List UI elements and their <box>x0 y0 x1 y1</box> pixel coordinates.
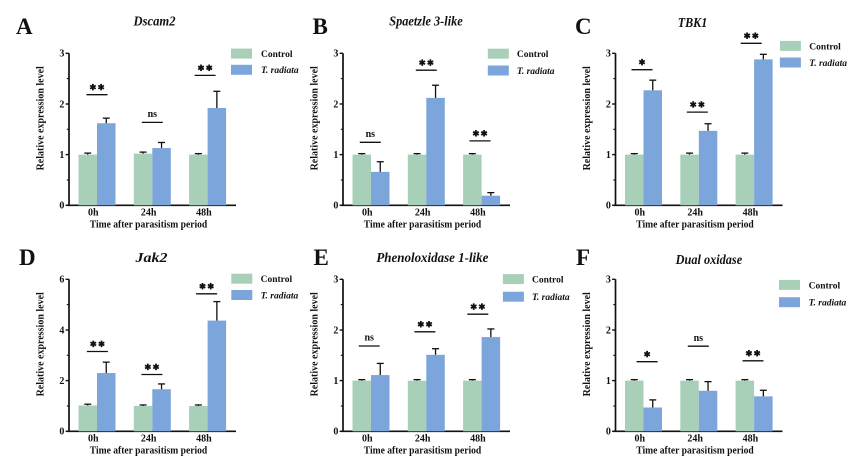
svg-text:1: 1 <box>59 150 64 161</box>
svg-text:2: 2 <box>333 99 338 110</box>
svg-text:24h: 24h <box>415 433 431 444</box>
svg-text:2: 2 <box>606 325 611 336</box>
svg-text:Dscam2: Dscam2 <box>133 15 176 30</box>
svg-text:Control: Control <box>809 281 841 291</box>
svg-text:Control: Control <box>261 275 293 285</box>
svg-text:D: D <box>19 245 36 270</box>
svg-text:0: 0 <box>606 201 611 212</box>
svg-text:0: 0 <box>59 427 64 438</box>
svg-text:0h: 0h <box>88 433 99 444</box>
svg-text:Relative expression level: Relative expression level <box>582 292 593 396</box>
svg-text:48h: 48h <box>470 207 486 218</box>
svg-text:B: B <box>313 14 328 39</box>
svg-text:1: 1 <box>333 376 338 387</box>
svg-text:0: 0 <box>606 427 611 438</box>
svg-text:24h: 24h <box>415 207 431 218</box>
svg-text:Relative expression level: Relative expression level <box>36 292 47 396</box>
svg-text:3: 3 <box>333 275 338 286</box>
svg-text:Phenoloxidase 1-like: Phenoloxidase 1-like <box>376 251 488 266</box>
svg-text:T. radiata: T. radiata <box>261 66 299 76</box>
svg-text:2: 2 <box>333 325 338 336</box>
svg-text:48h: 48h <box>196 433 212 444</box>
svg-text:ns: ns <box>694 333 704 344</box>
svg-text:T. radiata: T. radiata <box>532 293 570 303</box>
svg-text:Control: Control <box>809 42 841 52</box>
svg-text:Relative expression level: Relative expression level <box>36 66 47 170</box>
svg-text:48h: 48h <box>743 433 759 444</box>
svg-text:F: F <box>576 245 590 270</box>
svg-text:T. radiata: T. radiata <box>261 291 299 301</box>
svg-text:24h: 24h <box>687 207 703 218</box>
svg-text:0h: 0h <box>362 207 373 218</box>
svg-text:24h: 24h <box>141 433 157 444</box>
svg-text:Time after parasitism period: Time after parasitism period <box>364 446 482 457</box>
svg-text:Control: Control <box>517 50 549 60</box>
svg-text:0h: 0h <box>362 433 373 444</box>
svg-text:E: E <box>314 245 329 270</box>
svg-text:T. radiata: T. radiata <box>517 67 555 77</box>
svg-text:0: 0 <box>333 201 338 212</box>
svg-text:0: 0 <box>59 201 64 212</box>
svg-text:Control: Control <box>532 276 564 286</box>
svg-text:C: C <box>575 14 592 39</box>
svg-text:2: 2 <box>606 99 611 110</box>
svg-text:Time after parasitism period: Time after parasitism period <box>90 220 208 231</box>
svg-text:Relative expression level: Relative expression level <box>310 292 321 396</box>
svg-text:0h: 0h <box>635 207 646 218</box>
svg-text:Time after parasitism period: Time after parasitism period <box>636 220 754 231</box>
svg-text:Time after parasitism period: Time after parasitism period <box>364 220 482 231</box>
svg-text:1: 1 <box>606 376 611 387</box>
svg-text:Jak2: Jak2 <box>134 251 167 266</box>
svg-text:Relative expression level: Relative expression level <box>582 66 593 170</box>
svg-text:Time after parasitism period: Time after parasitism period <box>90 446 208 457</box>
svg-text:Control: Control <box>261 50 293 60</box>
svg-text:2: 2 <box>59 376 64 387</box>
svg-text:ns: ns <box>366 129 376 140</box>
svg-text:0h: 0h <box>635 433 646 444</box>
svg-text:4: 4 <box>59 325 64 336</box>
svg-text:Time after parasitism period: Time after parasitism period <box>636 446 754 457</box>
svg-text:T. radiata: T. radiata <box>809 59 847 69</box>
svg-text:3: 3 <box>59 49 64 60</box>
svg-text:3: 3 <box>606 49 611 60</box>
svg-text:24h: 24h <box>687 433 703 444</box>
svg-text:6: 6 <box>59 275 64 286</box>
svg-text:2: 2 <box>59 99 64 110</box>
svg-text:ns: ns <box>148 109 158 120</box>
svg-text:1: 1 <box>333 150 338 161</box>
svg-text:A: A <box>16 14 33 39</box>
svg-text:Spaetzle 3-like: Spaetzle 3-like <box>389 15 463 30</box>
svg-text:3: 3 <box>606 275 611 286</box>
svg-text:48h: 48h <box>743 207 759 218</box>
svg-text:T. radiata: T. radiata <box>809 299 847 309</box>
svg-text:TBK1: TBK1 <box>678 16 708 31</box>
svg-text:0: 0 <box>333 427 338 438</box>
svg-text:Dual oxidase: Dual oxidase <box>675 253 742 268</box>
svg-text:3: 3 <box>333 49 338 60</box>
svg-text:ns: ns <box>364 333 374 344</box>
svg-text:0h: 0h <box>88 207 99 218</box>
svg-text:48h: 48h <box>196 207 212 218</box>
svg-text:48h: 48h <box>470 433 486 444</box>
svg-text:Relative expression level: Relative expression level <box>310 66 321 170</box>
svg-text:1: 1 <box>606 150 611 161</box>
svg-text:24h: 24h <box>141 207 157 218</box>
